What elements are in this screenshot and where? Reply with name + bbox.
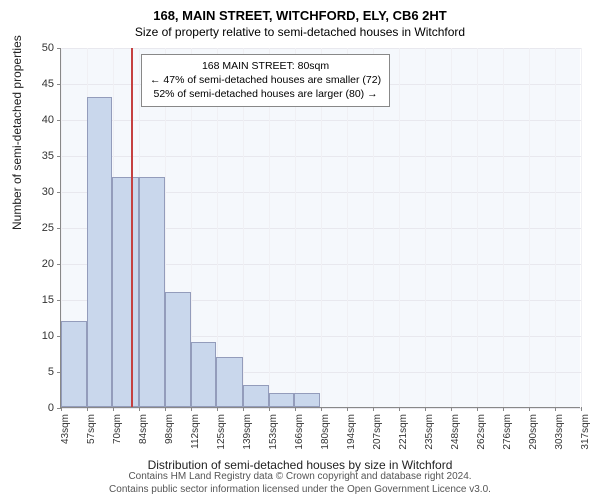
y-tick-label: 0	[48, 402, 54, 414]
x-tick-label: 303sqm	[554, 414, 565, 454]
x-tick-label: 180sqm	[320, 414, 331, 454]
grid-line-v	[555, 48, 556, 408]
x-tick-mark	[113, 407, 114, 411]
y-tick-label: 20	[42, 258, 54, 270]
x-tick-mark	[217, 407, 218, 411]
chart-container: 168, MAIN STREET, WITCHFORD, ELY, CB6 2H…	[0, 0, 600, 500]
x-tick-mark	[477, 407, 478, 411]
x-tick-label: 57sqm	[86, 414, 97, 454]
y-tick-label: 10	[42, 330, 54, 342]
x-tick-label: 112sqm	[190, 414, 201, 454]
annotation-line3: 52% of semi-detached houses are larger (…	[150, 87, 381, 101]
chart-title-sub: Size of property relative to semi-detach…	[0, 23, 600, 43]
plot-wrap: 168 MAIN STREET: 80sqm ← 47% of semi-det…	[60, 48, 580, 408]
grid-line-v	[529, 48, 530, 408]
grid-line-v	[581, 48, 582, 408]
grid-line-v	[399, 48, 400, 408]
histogram-bar	[165, 292, 191, 407]
reference-marker-line	[131, 48, 133, 407]
y-tick-label: 5	[48, 366, 54, 378]
chart-title-main: 168, MAIN STREET, WITCHFORD, ELY, CB6 2H…	[0, 0, 600, 23]
annotation-box: 168 MAIN STREET: 80sqm ← 47% of semi-det…	[141, 54, 390, 107]
x-tick-label: 166sqm	[294, 414, 305, 454]
y-tick-label: 50	[42, 42, 54, 54]
x-tick-mark	[425, 407, 426, 411]
x-tick-mark	[191, 407, 192, 411]
x-tick-label: 207sqm	[372, 414, 383, 454]
y-tick-label: 25	[42, 222, 54, 234]
x-tick-label: 153sqm	[268, 414, 279, 454]
x-tick-mark	[373, 407, 374, 411]
x-tick-mark	[295, 407, 296, 411]
footer: Contains HM Land Registry data © Crown c…	[0, 470, 600, 496]
grid-line-v	[451, 48, 452, 408]
x-tick-mark	[139, 407, 140, 411]
x-tick-mark	[87, 407, 88, 411]
x-tick-label: 290sqm	[528, 414, 539, 454]
y-tick-label: 30	[42, 186, 54, 198]
x-tick-mark	[165, 407, 166, 411]
x-tick-label: 194sqm	[346, 414, 357, 454]
x-tick-mark	[581, 407, 582, 411]
x-tick-label: 98sqm	[164, 414, 175, 454]
x-tick-mark	[529, 407, 530, 411]
grid-line-v	[425, 48, 426, 408]
x-tick-mark	[399, 407, 400, 411]
y-tick-label: 40	[42, 114, 54, 126]
x-tick-mark	[269, 407, 270, 411]
histogram-bar	[112, 177, 138, 407]
x-tick-label: 248sqm	[450, 414, 461, 454]
histogram-bar	[269, 393, 294, 407]
histogram-bar	[87, 97, 112, 407]
grid-line-v	[503, 48, 504, 408]
x-tick-label: 70sqm	[112, 414, 123, 454]
x-tick-mark	[321, 407, 322, 411]
x-tick-label: 317sqm	[580, 414, 591, 454]
histogram-bar	[139, 177, 165, 407]
grid-line-v	[477, 48, 478, 408]
x-tick-label: 235sqm	[424, 414, 435, 454]
histogram-bar	[216, 357, 242, 407]
x-tick-mark	[451, 407, 452, 411]
x-tick-label: 276sqm	[502, 414, 513, 454]
annotation-line2: ← 47% of semi-detached houses are smalle…	[150, 73, 381, 87]
y-tick-label: 35	[42, 150, 54, 162]
x-tick-mark	[243, 407, 244, 411]
x-tick-label: 125sqm	[216, 414, 227, 454]
histogram-bar	[61, 321, 87, 407]
x-tick-mark	[347, 407, 348, 411]
x-tick-label: 262sqm	[476, 414, 487, 454]
y-tick-label: 45	[42, 78, 54, 90]
plot-area: 168 MAIN STREET: 80sqm ← 47% of semi-det…	[60, 48, 580, 408]
histogram-bar	[243, 385, 269, 407]
y-tick-label: 15	[42, 294, 54, 306]
histogram-bar	[191, 342, 216, 407]
x-tick-label: 221sqm	[398, 414, 409, 454]
x-tick-label: 84sqm	[138, 414, 149, 454]
annotation-line1: 168 MAIN STREET: 80sqm	[150, 59, 381, 73]
y-axis-ticks: 05101520253035404550	[0, 48, 58, 408]
x-tick-mark	[503, 407, 504, 411]
x-tick-mark	[61, 407, 62, 411]
footer-line2: Contains public sector information licen…	[0, 483, 600, 496]
x-tick-mark	[555, 407, 556, 411]
x-tick-label: 43sqm	[60, 414, 71, 454]
footer-line1: Contains HM Land Registry data © Crown c…	[0, 470, 600, 483]
x-tick-label: 139sqm	[242, 414, 253, 454]
histogram-bar	[294, 393, 320, 407]
